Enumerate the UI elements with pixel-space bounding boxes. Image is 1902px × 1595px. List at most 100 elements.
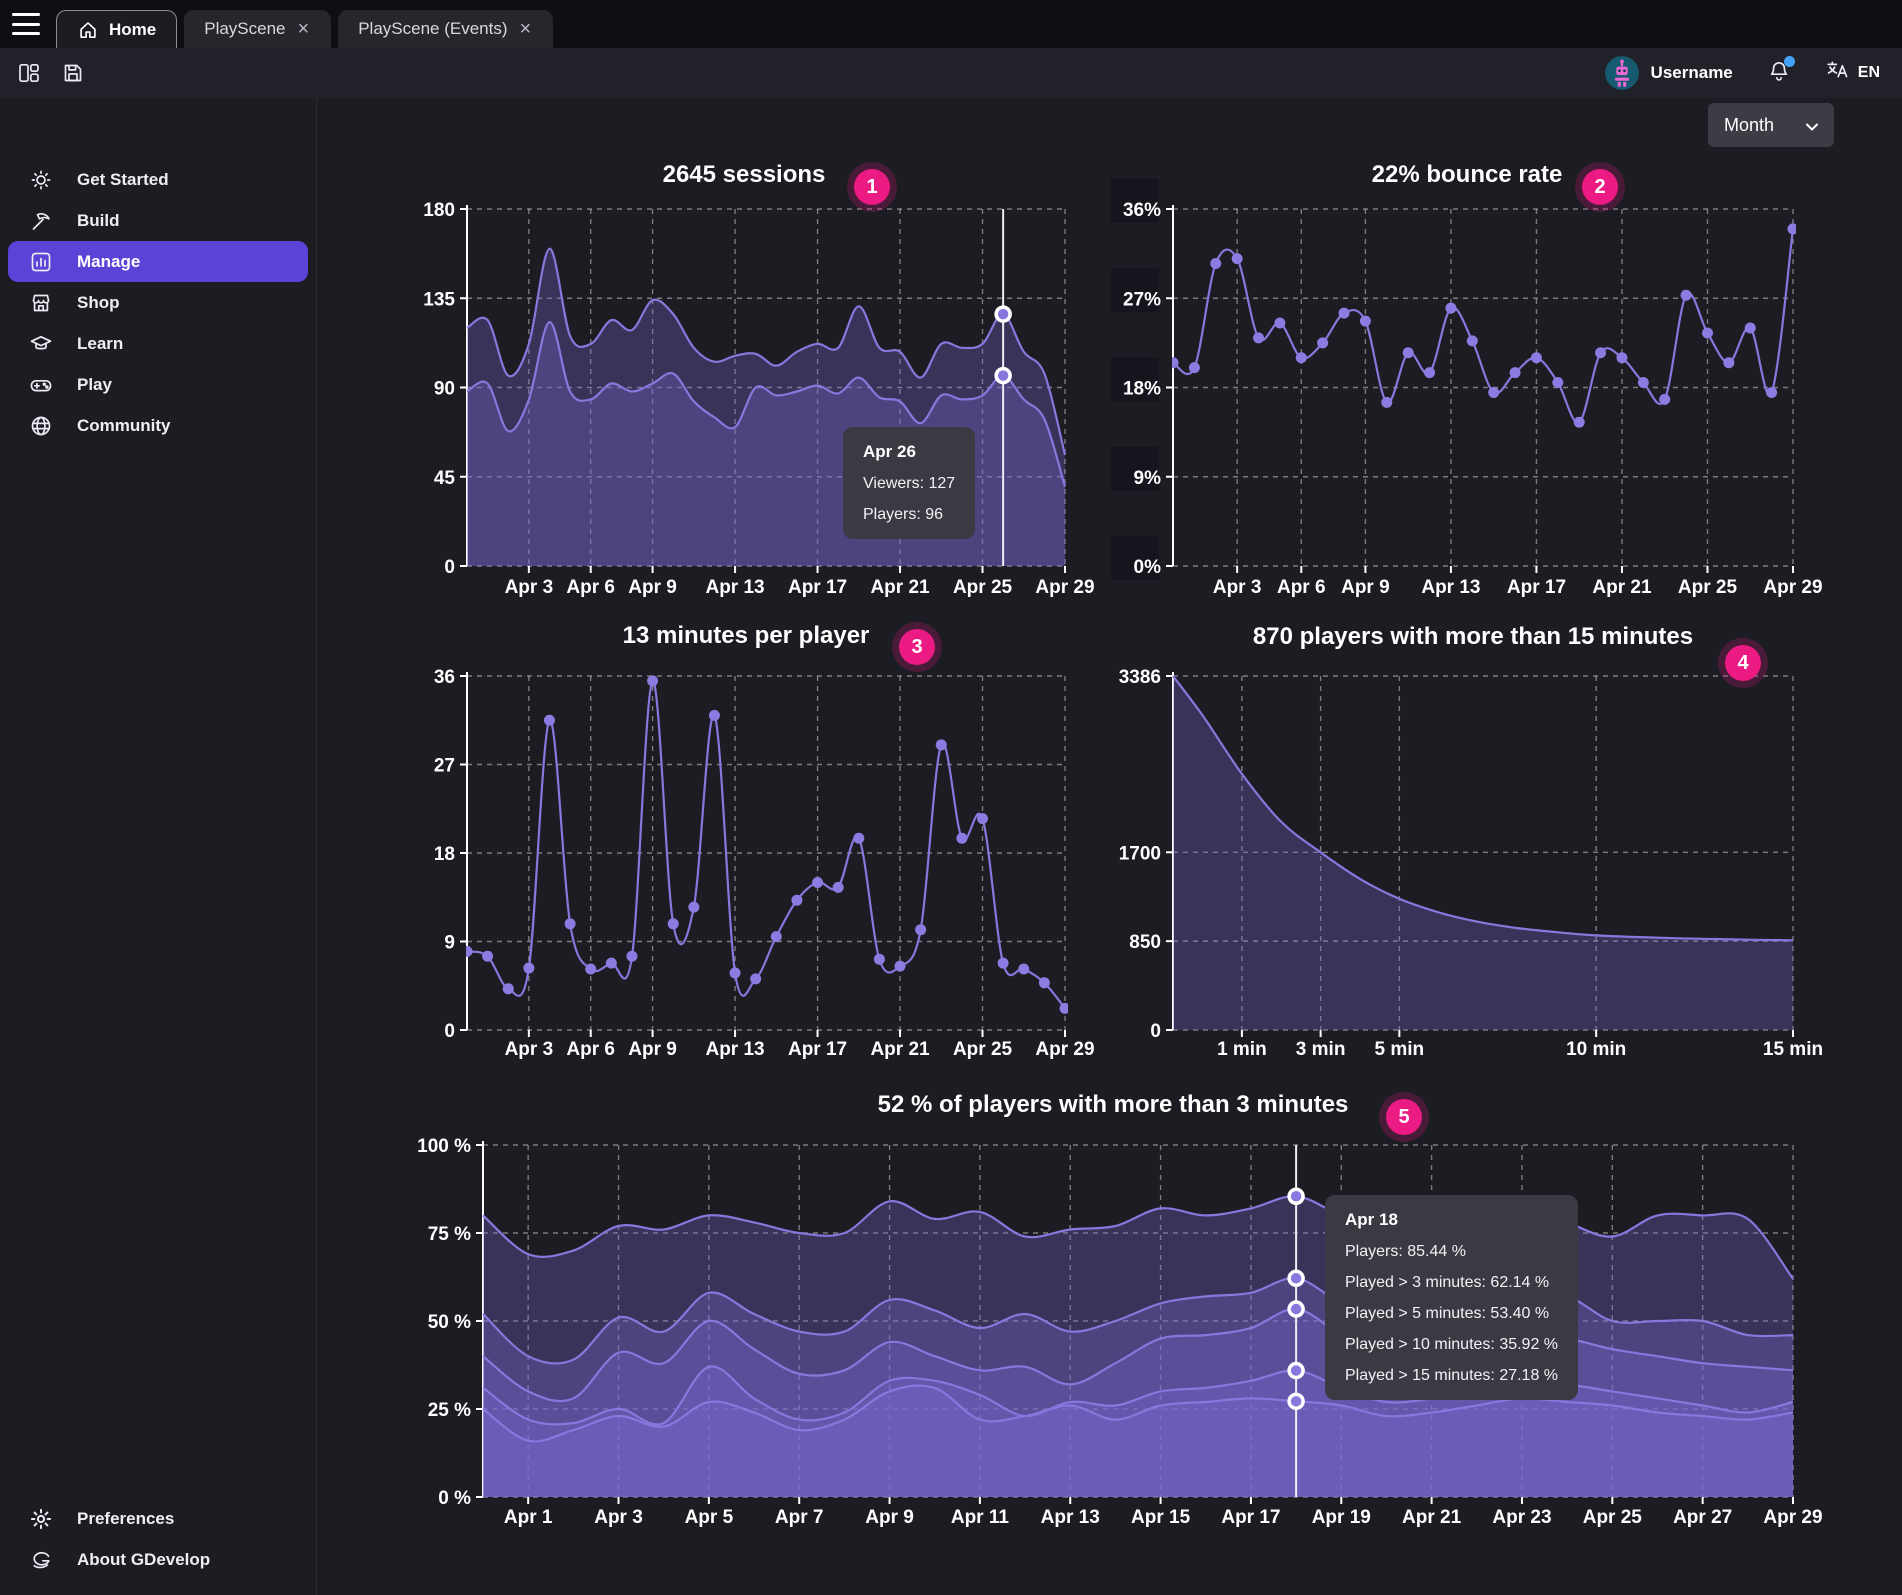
data-point[interactable] (935, 739, 947, 751)
x-tick-label: Apr 29 (1035, 1039, 1094, 1060)
x-tick-label: Apr 25 (953, 577, 1013, 598)
sidebar-item-preferences[interactable]: Preferences (8, 1498, 308, 1539)
sidebar-item-get-started[interactable]: Get Started (8, 159, 308, 200)
data-point[interactable] (1680, 289, 1692, 301)
data-point[interactable] (1530, 352, 1542, 364)
data-point[interactable] (1701, 327, 1713, 339)
data-point[interactable] (1723, 357, 1735, 369)
data-point[interactable] (956, 832, 968, 844)
bar-chart-icon (29, 250, 53, 274)
data-point[interactable] (523, 962, 535, 974)
data-point[interactable] (1616, 352, 1628, 364)
data-point[interactable] (1509, 367, 1521, 379)
data-point[interactable] (1424, 367, 1436, 379)
data-point[interactable] (543, 714, 555, 726)
x-tick-label: Apr 7 (775, 1507, 824, 1528)
chart-title-sessions: 2645 sessions (662, 161, 826, 188)
data-point[interactable] (585, 963, 597, 975)
data-point[interactable] (729, 967, 741, 979)
data-point[interactable] (1659, 393, 1671, 405)
data-point[interactable] (1637, 377, 1649, 389)
data-point[interactable] (853, 832, 865, 844)
data-point[interactable] (1552, 377, 1564, 389)
tooltip-line: Players: 96 (863, 506, 944, 523)
data-point[interactable] (1402, 347, 1414, 359)
data-point[interactable] (1231, 253, 1243, 265)
gamepad-icon (29, 373, 53, 397)
menu-hamburger-icon[interactable] (12, 11, 46, 37)
data-point[interactable] (605, 957, 617, 969)
data-point[interactable] (1573, 416, 1585, 428)
data-point[interactable] (1595, 347, 1607, 359)
data-point[interactable] (1274, 317, 1286, 329)
chart-sessions[interactable]: Apr 3 Apr 6 Apr 9 Apr 13 Apr 17 Apr 21 Apr 25 A… (423, 200, 1094, 598)
sidebar-item-play[interactable]: Play (8, 364, 308, 405)
data-point[interactable] (873, 953, 885, 965)
hover-point (994, 366, 1012, 385)
data-point[interactable] (1317, 337, 1329, 349)
data-point[interactable] (1338, 307, 1350, 319)
data-point[interactable] (1744, 322, 1756, 334)
data-point[interactable] (894, 960, 906, 972)
tab-home[interactable]: Home (56, 10, 178, 48)
tooltip-line: Viewers: 127 (863, 475, 956, 492)
data-point[interactable] (564, 918, 576, 930)
user-chip[interactable]: Username (1604, 56, 1733, 90)
data-point[interactable] (1445, 302, 1457, 314)
data-point[interactable] (1766, 386, 1778, 398)
data-point[interactable] (1488, 386, 1500, 398)
data-point[interactable] (502, 983, 514, 995)
data-point[interactable] (1168, 357, 1179, 369)
data-point[interactable] (812, 877, 824, 888)
data-point[interactable] (1018, 963, 1030, 975)
chart-retention_over_time[interactable]: Apr 1 Apr 3 Apr 5 Apr 7 Apr 9 Apr 11 Apr 13 Apr… (417, 1136, 1822, 1528)
x-tick-label: Apr 23 (1492, 1507, 1551, 1528)
language-selector[interactable]: EN (1825, 59, 1880, 88)
data-point[interactable] (1359, 315, 1371, 327)
data-point[interactable] (462, 945, 473, 957)
sidebar-item-community[interactable]: Community (8, 405, 308, 446)
data-point[interactable] (832, 881, 844, 893)
data-point[interactable] (1038, 977, 1050, 989)
tab-playscene[interactable]: PlayScene × (184, 10, 332, 48)
data-point[interactable] (482, 950, 494, 962)
close-icon[interactable]: × (519, 18, 532, 40)
data-point[interactable] (1253, 332, 1265, 344)
data-point[interactable] (1466, 335, 1478, 347)
data-point[interactable] (688, 901, 700, 913)
y-tick-label: 0% (1134, 557, 1162, 578)
data-point[interactable] (1059, 1002, 1071, 1014)
close-icon[interactable]: × (297, 18, 310, 40)
data-point[interactable] (626, 950, 638, 962)
data-point[interactable] (647, 675, 659, 687)
sidebar-item-manage[interactable]: Manage (8, 241, 308, 282)
gear-icon (29, 1507, 53, 1531)
save-icon[interactable] (56, 56, 90, 90)
data-point[interactable] (791, 894, 803, 906)
data-point[interactable] (1210, 258, 1222, 270)
data-point[interactable] (977, 813, 989, 825)
chart-minutes_per_player[interactable]: Apr 3 Apr 6 Apr 9 Apr 13 Apr 17 Apr 21 Apr 25 A… (434, 667, 1095, 1060)
data-point[interactable] (997, 957, 1009, 969)
data-point[interactable] (1381, 396, 1393, 408)
project-manager-icon[interactable] (12, 56, 46, 90)
period-dropdown[interactable]: Month (1708, 103, 1834, 147)
data-point[interactable] (770, 931, 782, 943)
sidebar-item-shop[interactable]: Shop (8, 282, 308, 323)
sidebar-item-build[interactable]: Build (8, 200, 308, 241)
data-point[interactable] (915, 924, 927, 936)
sidebar-item-learn[interactable]: Learn (8, 323, 308, 364)
sidebar-item-about-gdevelop[interactable]: About GDevelop (8, 1539, 308, 1580)
data-point[interactable] (1188, 362, 1200, 374)
chart-retention_minutes[interactable]: 1 min 3 min 5 min 10 min 15 min 3386 1700 850 0 (1119, 667, 1823, 1060)
data-point[interactable] (1787, 223, 1799, 235)
top-toolbar: Username EN (0, 48, 1902, 98)
tab-playscene-events[interactable]: PlayScene (Events) × (338, 10, 554, 48)
data-point[interactable] (750, 973, 762, 985)
data-point[interactable] (1295, 352, 1307, 364)
notifications-button[interactable] (1767, 55, 1795, 88)
x-tick-label: Apr 1 (504, 1507, 553, 1528)
data-point[interactable] (667, 918, 679, 930)
data-point[interactable] (708, 709, 720, 721)
chart-bounce_rate[interactable]: Apr 3 Apr 6 Apr 9 Apr 13 Apr 17 Apr 21 Apr 25 A… (1111, 179, 1823, 598)
